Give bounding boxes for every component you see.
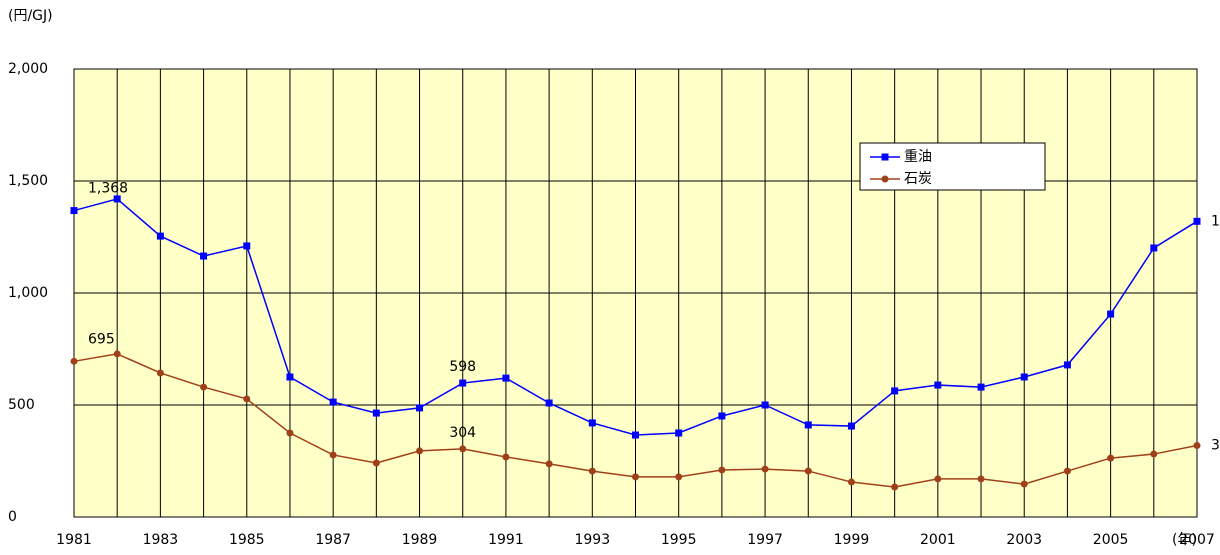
marker: [934, 381, 942, 389]
marker: [1150, 244, 1158, 252]
marker: [113, 350, 121, 358]
marker: [847, 478, 855, 486]
data-label: 1,368: [88, 181, 128, 197]
marker: [243, 242, 251, 250]
x-tick-label: 1995: [661, 532, 697, 548]
y-unit: (円/GJ): [8, 8, 53, 24]
x-tick-label: 1991: [488, 532, 524, 548]
marker: [1150, 450, 1158, 458]
x-unit: (年): [1172, 532, 1197, 548]
legend-label: 重油: [904, 149, 932, 165]
x-tick-label: 1997: [747, 532, 783, 548]
marker: [761, 465, 769, 473]
marker: [502, 453, 510, 461]
legend-label: 石炭: [904, 171, 932, 187]
marker: [977, 475, 985, 483]
marker: [329, 398, 337, 406]
x-tick-label: 1985: [229, 532, 265, 548]
marker: [502, 374, 510, 382]
marker: [243, 395, 251, 403]
legend-box: [859, 142, 1046, 191]
marker: [1193, 217, 1201, 225]
y-tick-label: 2,000: [8, 61, 48, 77]
marker: [1063, 361, 1071, 369]
marker: [1020, 373, 1028, 381]
data-label: 304: [449, 425, 476, 441]
marker: [372, 409, 380, 417]
y-tick-label: 1,000: [8, 285, 48, 301]
marker: [200, 383, 208, 391]
x-tick-label: 1993: [574, 532, 610, 548]
marker: [416, 404, 424, 412]
marker: [804, 467, 812, 475]
marker: [934, 475, 942, 483]
data-label: 319: [1211, 438, 1220, 454]
data-label: 598: [449, 359, 476, 375]
x-tick-label: 1983: [143, 532, 179, 548]
marker: [718, 412, 726, 420]
x-tick-label: 1987: [315, 532, 351, 548]
data-label: 1,320: [1211, 213, 1220, 229]
marker: [329, 451, 337, 459]
marker: [545, 399, 553, 407]
marker: [286, 373, 294, 381]
x-tick-label: 2003: [1006, 532, 1042, 548]
marker: [1020, 480, 1028, 488]
marker: [545, 460, 553, 468]
marker: [200, 252, 208, 260]
plot-border: [73, 68, 1198, 518]
x-tick-label: 2007: [1179, 532, 1215, 548]
marker: [891, 483, 899, 491]
marker: [156, 232, 164, 240]
marker: [1193, 442, 1201, 450]
marker: [675, 429, 683, 437]
marker: [891, 387, 899, 395]
marker: [1063, 467, 1071, 475]
marker: [588, 467, 596, 475]
marker: [156, 369, 164, 377]
marker: [416, 447, 424, 455]
x-tick-label: 2001: [920, 532, 956, 548]
marker: [847, 422, 855, 430]
x-tick-label: 1981: [56, 532, 92, 548]
y-tick-label: 0: [8, 509, 17, 525]
y-tick-label: 500: [8, 397, 35, 413]
marker: [977, 383, 985, 391]
marker: [718, 466, 726, 474]
marker: [459, 379, 467, 387]
marker: [761, 401, 769, 409]
legend-marker: [881, 175, 889, 183]
x-tick-label: 2005: [1093, 532, 1129, 548]
x-tick-label: 1999: [834, 532, 870, 548]
marker: [1107, 454, 1115, 462]
legend-marker: [881, 153, 889, 161]
marker: [804, 421, 812, 429]
y-tick-label: 1,500: [8, 173, 48, 189]
marker: [70, 357, 78, 365]
marker: [588, 419, 596, 427]
marker: [632, 431, 639, 439]
marker: [70, 207, 78, 215]
marker: [372, 459, 380, 467]
marker: [459, 445, 467, 453]
marker: [113, 195, 121, 203]
marker: [1107, 310, 1115, 318]
marker: [675, 473, 683, 481]
data-label: 695: [88, 331, 115, 347]
marker: [632, 473, 639, 481]
marker: [286, 429, 294, 437]
x-tick-label: 1989: [402, 532, 438, 548]
